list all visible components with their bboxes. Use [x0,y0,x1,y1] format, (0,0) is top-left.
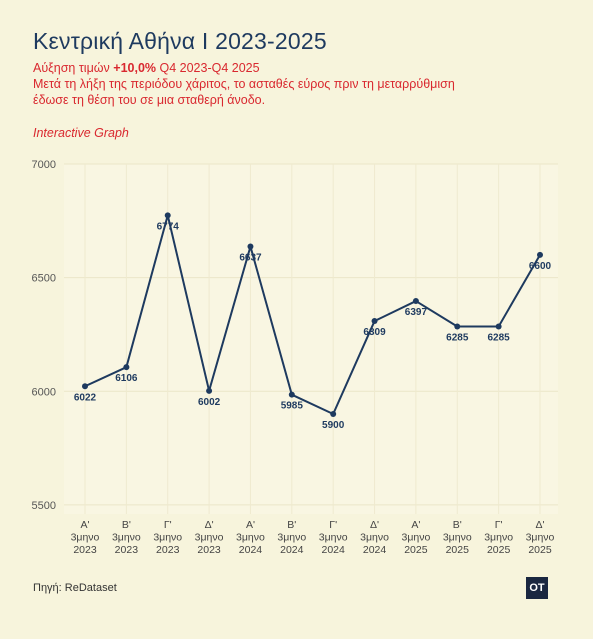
data-point [123,364,130,371]
axis-layer: 5500 6000 6500 7000 Α' 3μηνο 2023 Β' 3μηνο 2023 Γ'… [32,159,555,556]
data-point [288,391,295,398]
data-point [164,212,171,219]
data-point [495,323,502,330]
ot-logo: OT [526,577,548,599]
data-point [454,323,461,330]
x-tick-label: Γ' 3μηνο 2023 [153,519,182,556]
data-label: 6397 [405,307,428,318]
x-tick-label: Δ' 3μηνο 2024 [360,519,389,556]
plot-area [64,164,558,514]
subtitle-period: Q4 2023-Q4 2025 [156,61,260,75]
data-label: 6022 [74,392,97,403]
x-tick-label: Α' 3μηνο 2023 [71,519,100,556]
data-point [412,298,419,305]
x-tick-label: Β' 3μηνο 2025 [443,519,472,556]
data-point [330,411,337,417]
x-tick-label: Γ' 3μηνο 2024 [319,519,348,556]
data-label: 6637 [239,253,262,264]
data-point [537,251,543,258]
subtitle-description-line2: έδωσε τη θέση του σε μια σταθερή άνοδο. [33,93,266,107]
data-label: 6309 [363,327,386,338]
subtitle-description-line1: Μετά τη λήξη της περιόδου χάριτος, το ασ… [33,77,455,91]
data-label: 6774 [157,221,180,232]
data-label: 5985 [281,401,304,412]
data-label: 6285 [446,333,469,344]
chart-subtitle: Αύξηση τιμών +10,0% Q4 2023-Q4 2025 Μετά… [33,60,553,108]
data-label: 6002 [198,397,221,408]
y-tick-label: 6500 [32,273,56,285]
chart-title: Κεντρική Αθήνα Ι 2023-2025 [33,28,327,54]
y-tick-label: 5500 [32,500,56,512]
y-tick-label: 7000 [32,159,56,171]
data-label-layer: 6022 6106 6774 6002 6637 5985 5900 6309 6397 6285… [74,221,552,431]
source-credit: Πηγή: ReDataset [33,582,117,594]
x-tick-label: Β' 3μηνο 2024 [277,519,306,556]
data-point [206,387,213,394]
data-label: 6106 [115,373,138,384]
subtitle-prefix: Αύξηση τιμών [33,61,114,75]
data-point [247,243,254,250]
data-label: 5900 [322,420,345,431]
data-label: 6600 [529,261,552,272]
x-tick-label: Δ' 3μηνο 2023 [195,519,224,556]
subtitle-change-value: +10,0% [113,61,157,75]
x-tick-label: Α' 3μηνο 2024 [236,519,265,556]
data-label: 6285 [488,333,511,344]
x-tick-label: Β' 3μηνο 2023 [112,519,141,556]
grid-layer [64,163,558,514]
data-point [371,318,378,325]
y-tick-label: 6000 [32,386,56,398]
series-layer [82,212,543,417]
interactive-graph-label: Interactive Graph [33,126,129,140]
x-tick-label: Α' 3μηνο 2025 [401,519,430,556]
price-series-line [84,214,541,415]
x-tick-label: Δ' 3μηνο 2025 [526,519,555,556]
x-tick-label: Γ' 3μηνο 2025 [484,519,513,556]
data-point [82,383,88,390]
